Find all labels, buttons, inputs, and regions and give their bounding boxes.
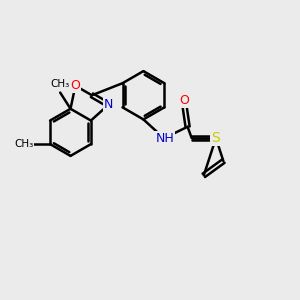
Text: O: O [70, 79, 80, 92]
Text: S: S [212, 131, 220, 145]
Text: NH: NH [155, 132, 174, 145]
Text: O: O [180, 94, 190, 107]
Text: N: N [104, 98, 113, 111]
Text: CH₃: CH₃ [14, 139, 33, 149]
Text: CH₃: CH₃ [50, 79, 69, 89]
